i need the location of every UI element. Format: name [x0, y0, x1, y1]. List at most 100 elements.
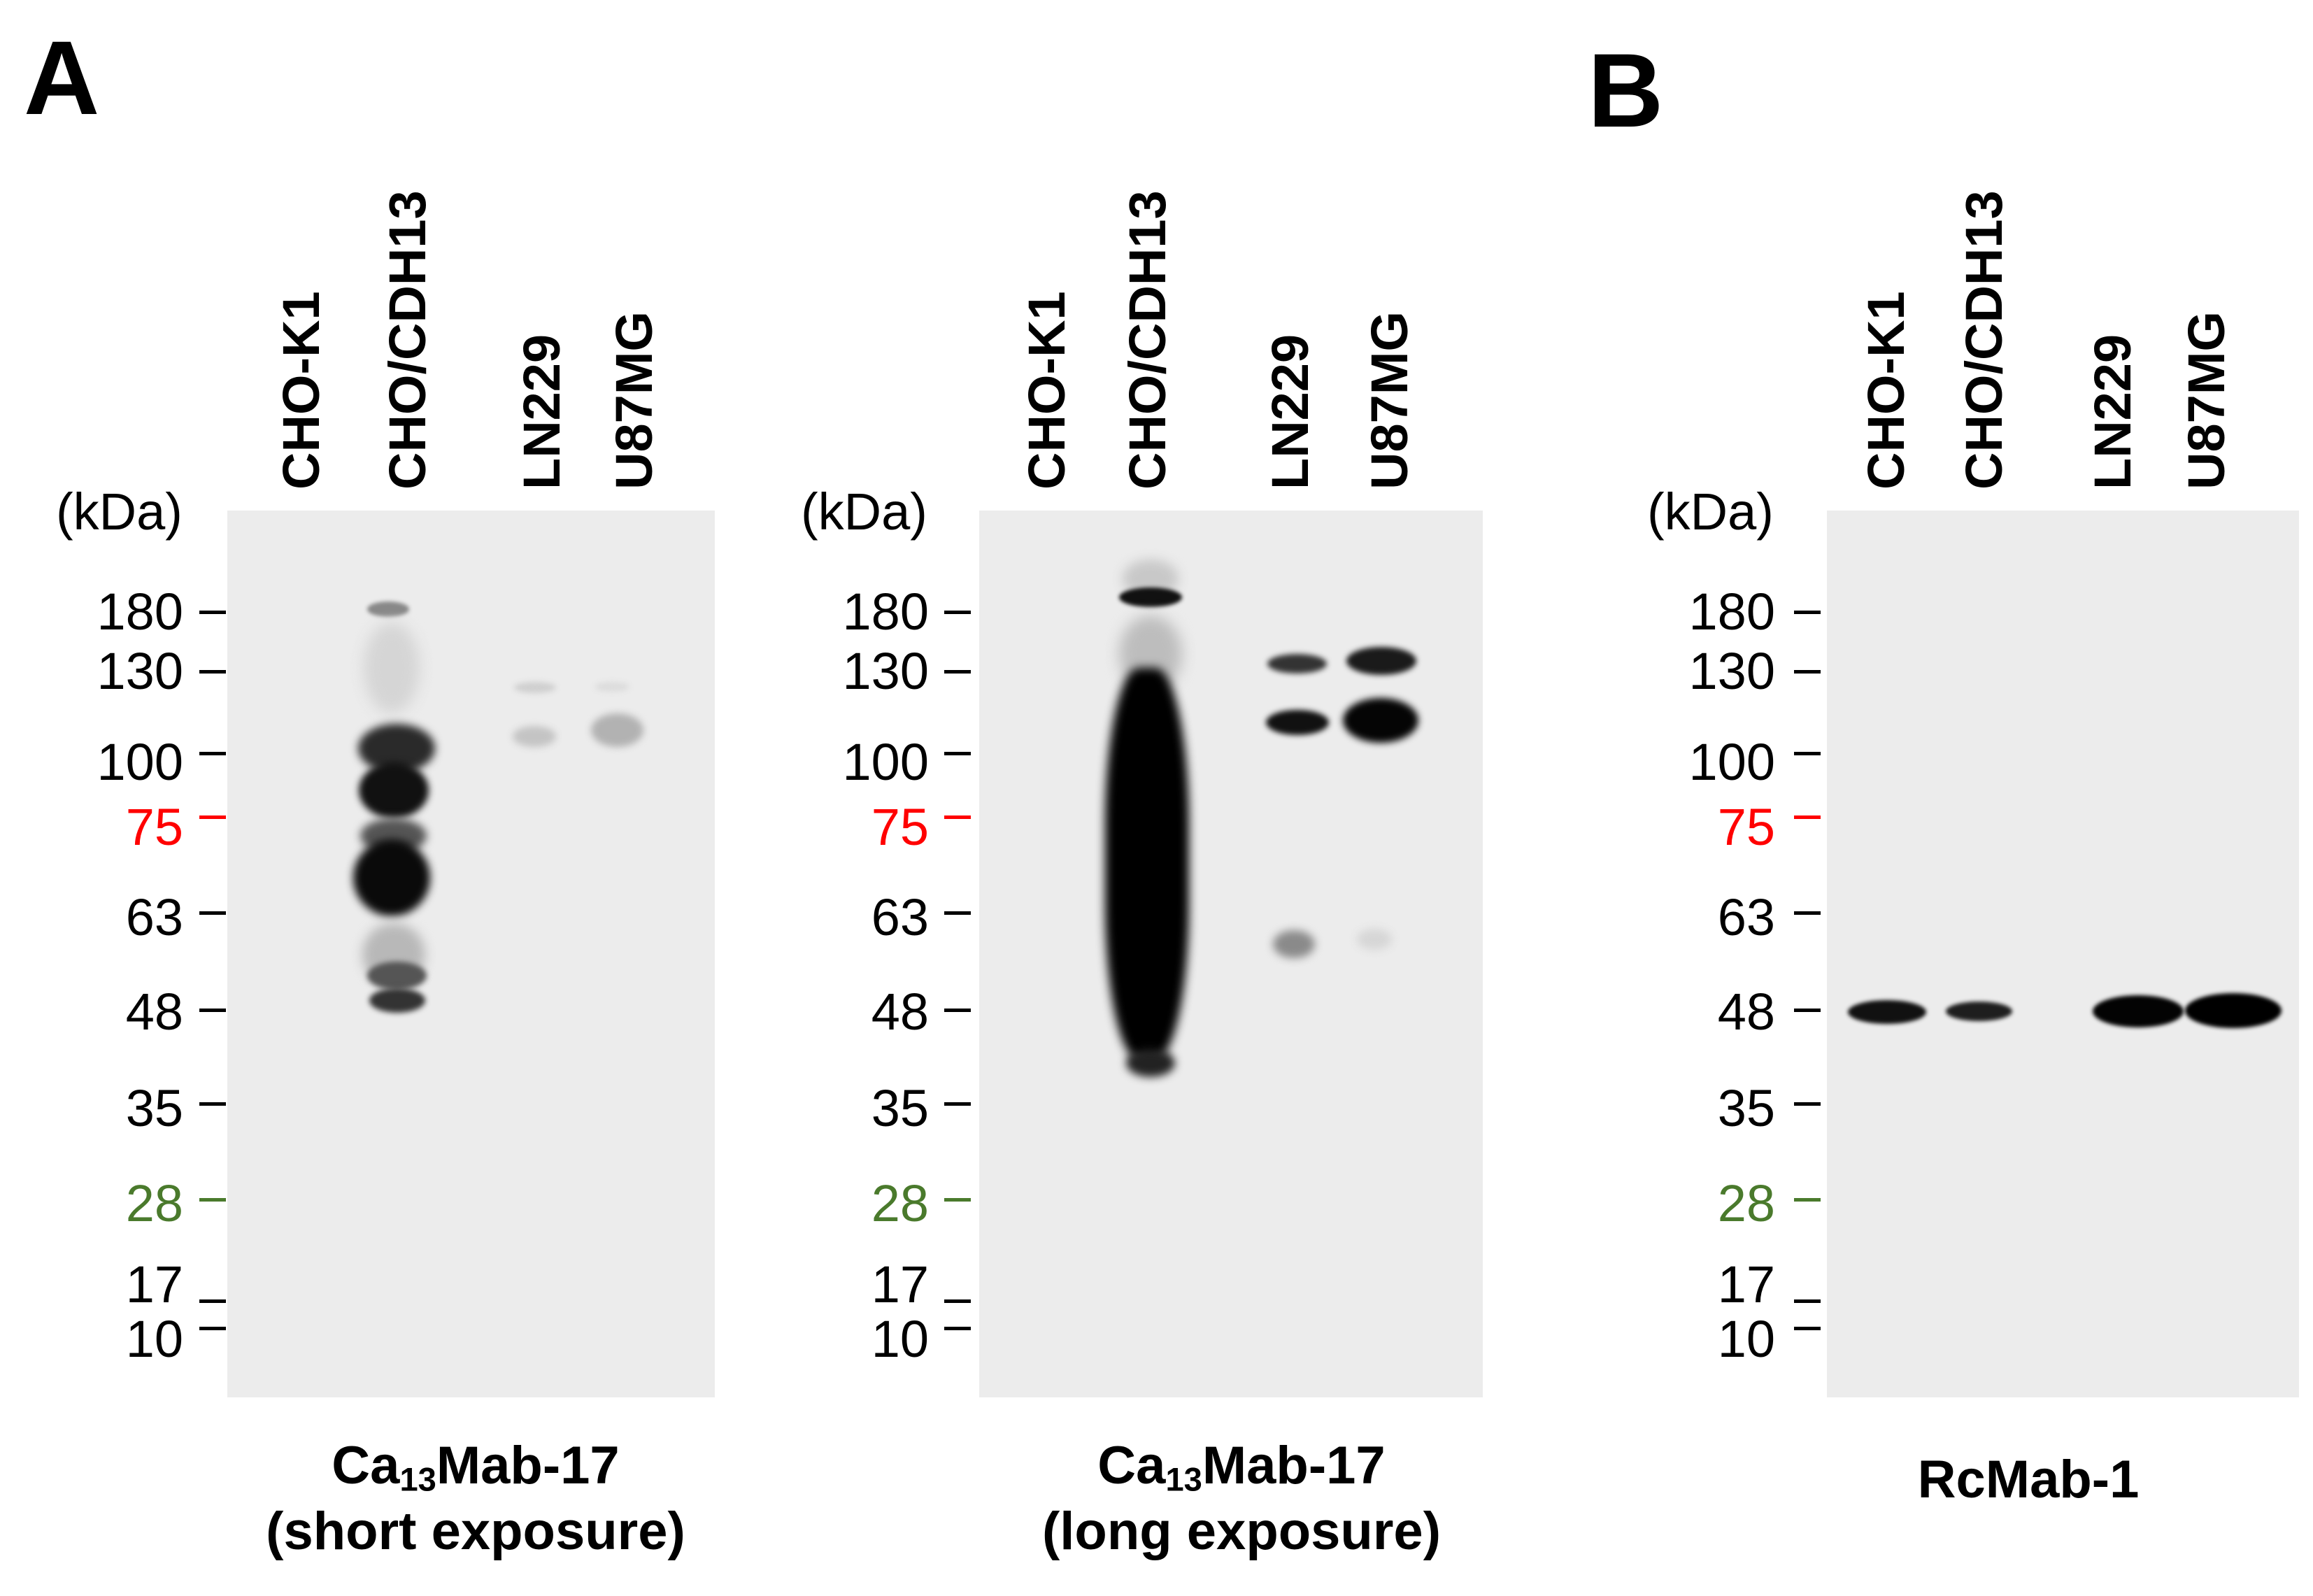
band	[1346, 647, 1416, 675]
marker-tick	[944, 911, 971, 915]
lane-label: LN229	[2084, 334, 2142, 490]
marker-label: 28	[871, 1174, 929, 1232]
marker-tick	[1794, 752, 1821, 755]
band	[595, 682, 629, 692]
marker-tick	[1794, 611, 1821, 614]
marker-tick	[944, 611, 971, 614]
marker-label: 48	[1717, 983, 1775, 1041]
blot-membrane	[227, 511, 715, 1397]
lane-label: CHO-K1	[1018, 291, 1076, 490]
marker-tick	[199, 670, 226, 674]
marker-label: 10	[125, 1310, 183, 1368]
blot-membrane	[979, 511, 1483, 1397]
lane-label: LN229	[513, 334, 571, 490]
marker-label: 48	[125, 983, 183, 1041]
marker-tick	[199, 1198, 226, 1202]
marker-label: 75	[1717, 798, 1775, 856]
kda-label: (kDa)	[801, 483, 927, 541]
lane-label: CHO/CDH13	[1118, 190, 1176, 490]
marker-tick	[1794, 670, 1821, 674]
caption-text: RcMab-1	[1917, 1450, 2140, 1509]
band	[367, 962, 427, 990]
marker-label: 17	[1717, 1255, 1775, 1313]
band	[1119, 587, 1182, 607]
marker-label: 17	[871, 1255, 929, 1313]
band	[353, 839, 430, 916]
marker-label: 63	[871, 888, 929, 946]
marker-label: 130	[1688, 642, 1775, 700]
kda-label: (kDa)	[56, 483, 183, 541]
lane-label: CHO-K1	[1857, 291, 1915, 490]
caption-text: Mab-17	[436, 1436, 620, 1495]
marker-label: 75	[871, 798, 929, 856]
caption-subscript: 13	[399, 1460, 436, 1498]
marker-label: 100	[97, 733, 183, 791]
marker-tick	[944, 1299, 971, 1303]
marker-tick	[199, 611, 226, 614]
band	[1126, 1049, 1175, 1077]
caption-text: Ca	[1097, 1436, 1166, 1495]
band	[364, 622, 420, 713]
marker-tick	[199, 1299, 226, 1303]
band	[2093, 995, 2184, 1027]
caption-line2: (long exposure)	[1041, 1501, 1442, 1561]
marker-label: 180	[1688, 583, 1775, 641]
caption: Ca13Mab-17 (short exposure)	[161, 1434, 790, 1563]
lane-label: U87MG	[1360, 311, 1418, 490]
marker-label: 10	[871, 1310, 929, 1368]
band	[591, 713, 643, 747]
caption-subscript: 13	[1165, 1460, 1202, 1498]
marker-tick	[199, 752, 226, 755]
marker-label: 130	[97, 642, 183, 700]
caption-text: Mab-17	[1202, 1436, 1386, 1495]
caption: Ca13Mab-17 (long exposure)	[909, 1434, 1574, 1563]
marker-label: 63	[125, 888, 183, 946]
marker-label: 28	[1717, 1174, 1775, 1232]
marker-tick	[199, 1009, 226, 1012]
marker-tick	[1794, 911, 1821, 915]
caption: RcMab-1	[1749, 1448, 2308, 1511]
band	[514, 682, 556, 693]
marker-tick	[199, 815, 226, 819]
marker-tick	[199, 1102, 226, 1106]
marker-tick	[944, 1198, 971, 1202]
marker-label: 180	[842, 583, 929, 641]
band	[1848, 1000, 1926, 1024]
marker-label: 75	[125, 798, 183, 856]
marker-tick	[944, 815, 971, 819]
lane-label: LN229	[1261, 334, 1319, 490]
marker-tick	[944, 1102, 971, 1106]
marker-tick	[1794, 815, 1821, 819]
blot-membrane	[1827, 511, 2299, 1397]
band	[359, 762, 429, 818]
marker-label: 180	[97, 583, 183, 641]
marker-label: 17	[125, 1255, 183, 1313]
marker-label: 28	[125, 1174, 183, 1232]
band	[1273, 930, 1315, 958]
marker-tick	[1794, 1009, 1821, 1012]
marker-label: 35	[125, 1079, 183, 1137]
band	[1267, 654, 1327, 674]
lane-label: CHO/CDH13	[378, 190, 436, 490]
caption-text: Ca	[332, 1436, 400, 1495]
marker-label: 130	[842, 642, 929, 700]
kda-label: (kDa)	[1647, 483, 1774, 541]
marker-tick	[944, 1009, 971, 1012]
marker-label: 10	[1717, 1310, 1775, 1368]
marker-tick	[944, 670, 971, 674]
band	[367, 601, 409, 617]
marker-tick	[1794, 1327, 1821, 1330]
lane-label: U87MG	[2177, 311, 2235, 490]
band	[1266, 710, 1329, 735]
marker-label: 100	[842, 733, 929, 791]
caption-line2: (short exposure)	[266, 1501, 685, 1561]
lane-label: CHO-K1	[272, 291, 330, 490]
marker-label: 63	[1717, 888, 1775, 946]
marker-tick	[1794, 1198, 1821, 1202]
marker-label: 48	[871, 983, 929, 1041]
panel-a-letter: A	[24, 19, 100, 136]
band	[369, 988, 425, 1013]
band	[1946, 1002, 2012, 1021]
marker-tick	[199, 911, 226, 915]
band	[1343, 698, 1418, 743]
